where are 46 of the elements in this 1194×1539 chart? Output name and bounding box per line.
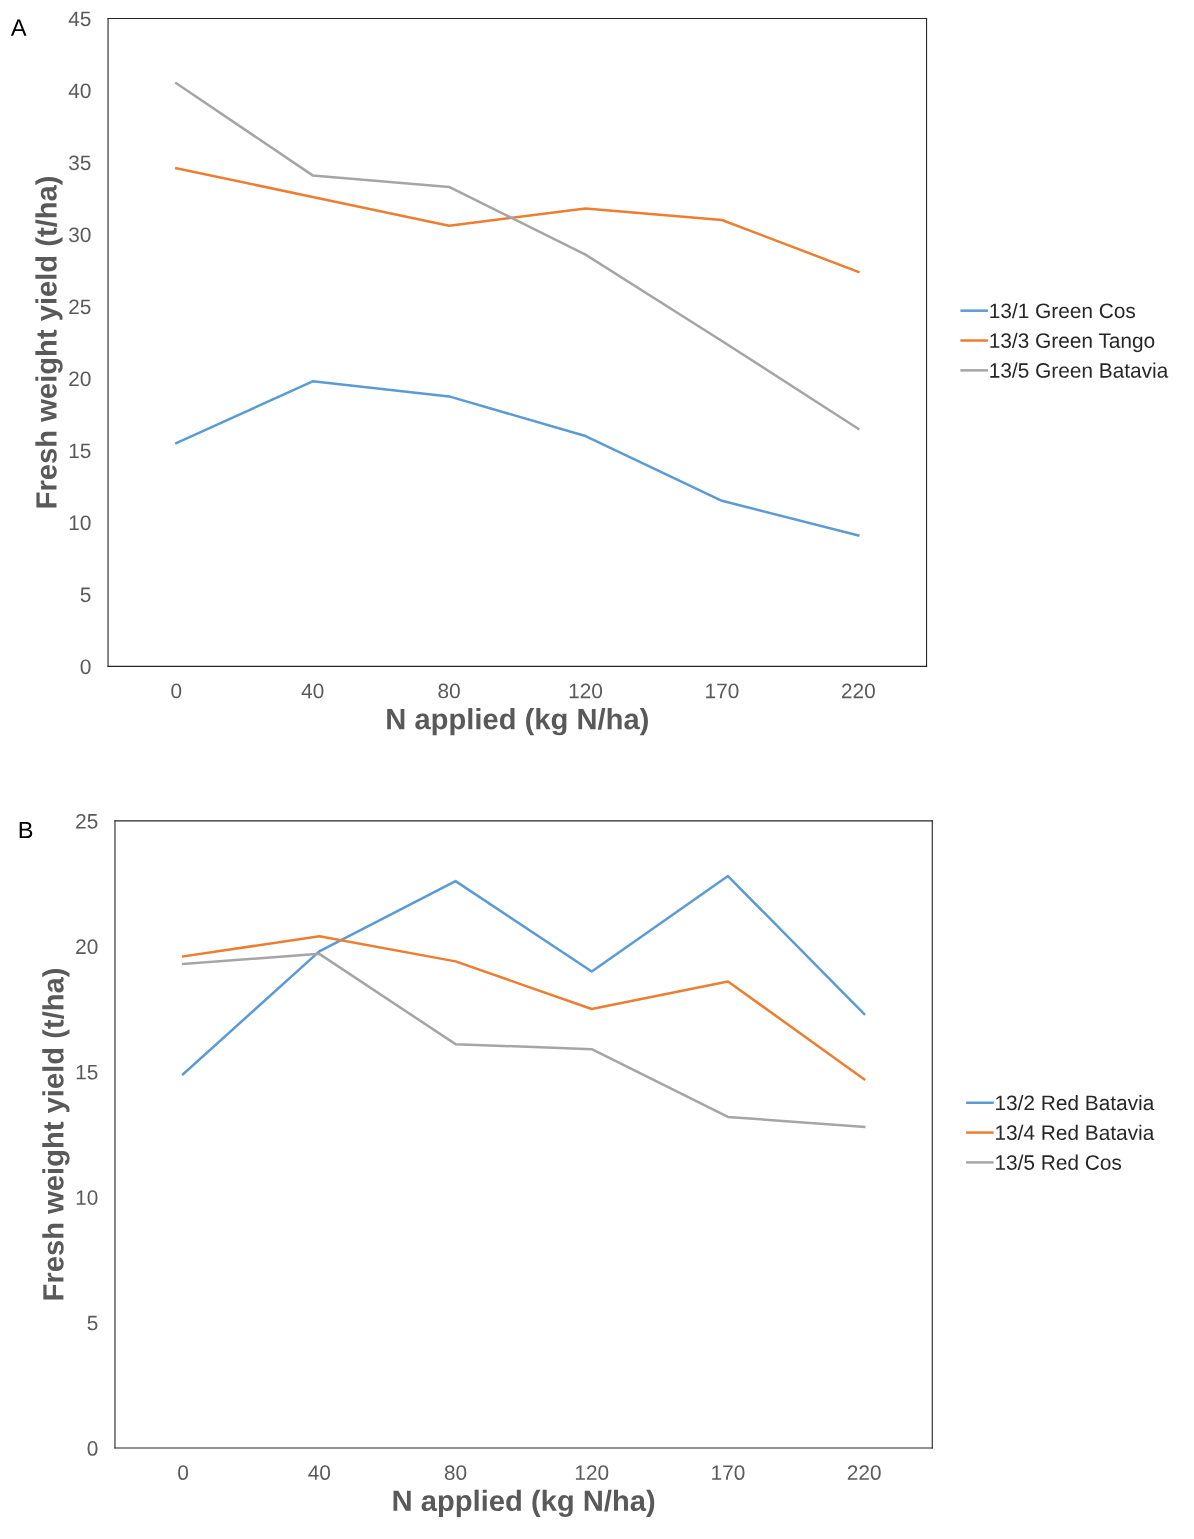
line-series [175, 166, 860, 274]
x-tick-label: 120 [575, 1465, 609, 1481]
y-tick-label: 20 [76, 939, 98, 955]
legend-label: 13/4 Red Batavia [996, 1124, 1155, 1141]
y-tick-label: 10 [76, 1190, 98, 1205]
x-tick-label: 120 [569, 683, 603, 699]
y-tick-label: 15 [69, 443, 91, 459]
x-tick-label: 0 [178, 1465, 189, 1481]
y-tick-label: 25 [69, 299, 91, 315]
y-tick-label: 5 [87, 1315, 98, 1331]
y-tick-label: 10 [69, 515, 91, 531]
x-tick-label: 40 [301, 683, 324, 699]
legend-label: 13/5 Green Batavia [990, 362, 1169, 378]
y-tick-label: 15 [76, 1064, 98, 1080]
x-tick-label: 80 [444, 1465, 467, 1481]
y-tick-label: 40 [68, 83, 91, 99]
y-tick-label: 30 [69, 227, 91, 243]
line-series [175, 82, 860, 431]
x-tick-label: 0 [171, 683, 182, 699]
x-axis-title: N applied (kg N/ha) [387, 708, 648, 736]
legend-label: 13/2 Red Batavia [996, 1094, 1155, 1111]
legend-label: 13/3 Green Tango [990, 332, 1155, 353]
line-series [181, 874, 866, 1076]
legend-label: 13/5 Red Cos [996, 1154, 1122, 1170]
y-tick-label: 20 [69, 371, 91, 387]
y-tick-label: 35 [69, 155, 91, 171]
x-tick-label: 80 [438, 683, 460, 699]
y-tick-label: 0 [80, 659, 91, 675]
y-tick-label: 45 [68, 11, 91, 27]
text: B [19, 821, 33, 839]
line-series [175, 380, 860, 537]
y-axis-title: Fresh weight yield (t/ha) [42, 968, 70, 1300]
line-series [181, 935, 866, 1081]
x-tick-label: 220 [847, 1465, 881, 1481]
y-tick-label: 25 [76, 813, 98, 829]
y-axis-title: Fresh weight yield (t/ha) [35, 176, 63, 508]
line-series [181, 952, 866, 1129]
x-tick-label: 40 [308, 1465, 331, 1481]
x-tick-label: 220 [842, 683, 875, 699]
x-axis-title: N applied (kg N/ha) [393, 1489, 655, 1517]
legend-label: 13/1 Green Cos [990, 302, 1136, 319]
x-tick-label: 170 [706, 683, 739, 699]
y-tick-label: 0 [87, 1441, 98, 1456]
y-tick-label: 5 [80, 587, 91, 603]
text: A [10, 19, 27, 36]
x-tick-label: 170 [712, 1465, 745, 1481]
